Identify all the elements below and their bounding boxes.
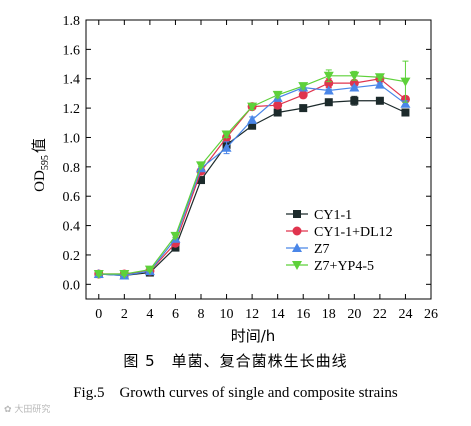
y-tick-label: 0.6 [63, 190, 81, 205]
x-tick-label: 22 [373, 307, 387, 322]
legend-item: Z7+YP4-5 [286, 259, 374, 274]
data-point [374, 79, 385, 89]
data-point [196, 161, 206, 171]
watermark-logo: ✿ 大田研究 [4, 405, 51, 415]
y-tick-label: 0.0 [63, 278, 81, 293]
x-tick-label: 6 [172, 307, 179, 322]
y-tick-label: 1.8 [63, 14, 81, 29]
legend-label: Z7+YP4-5 [314, 259, 374, 274]
data-point [298, 82, 309, 92]
data-point [349, 71, 360, 81]
legend-label: Z7 [314, 242, 330, 257]
series-z7-yp4-5 [93, 60, 411, 280]
y-tick-label: 0.2 [63, 249, 81, 264]
legend-label: CY1-1+DL12 [314, 225, 393, 240]
data-point [298, 90, 308, 100]
x-tick-label: 20 [347, 307, 361, 322]
data-point [323, 85, 334, 95]
y-tick-label: 1.4 [63, 73, 81, 88]
chart-legend: CY1-1 CY1-1+DL12 Z7 Z7+YP4-5 [286, 208, 393, 274]
data-point [272, 90, 283, 100]
x-axis-label: 时间/h [231, 327, 276, 345]
growth-curve-chart: 0 2 4 6 8 10 12 14 16 18 20 22 24 260.00.20.40.60.81.… [30, 14, 439, 345]
figure-caption-english: Fig.5 Growth curves of single and compos… [73, 385, 398, 401]
legend-marker [292, 226, 302, 236]
chart-series-layer [93, 60, 411, 280]
data-point [170, 231, 181, 241]
x-tick-label: 16 [296, 307, 310, 322]
x-tick-label: 24 [398, 307, 412, 322]
legend-marker [293, 210, 301, 218]
data-point [324, 78, 334, 88]
y-tick-label: 1.2 [63, 102, 81, 117]
data-point [221, 142, 232, 152]
data-point [93, 270, 104, 280]
legend-item: CY1-1+DL12 [286, 225, 393, 240]
x-tick-label: 4 [146, 307, 153, 322]
data-point [400, 77, 411, 87]
data-point [375, 96, 384, 105]
data-point [400, 98, 411, 108]
x-tick-label: 8 [198, 307, 205, 322]
data-point [374, 73, 385, 83]
figure-caption-chinese: 图 5 单菌、复合菌株生长曲线 [123, 352, 348, 370]
data-point [247, 102, 258, 112]
y-tick-label: 1.6 [63, 43, 81, 58]
data-point [119, 270, 130, 280]
data-point [324, 98, 333, 107]
plot-frame [85, 19, 432, 300]
legend-item: Z7 [286, 242, 330, 257]
chart-axes: 0 2 4 6 8 10 12 14 16 18 20 22 24 260.00.20.40.60.81.… [63, 14, 439, 322]
data-point [221, 130, 232, 140]
data-point [350, 96, 359, 105]
series-line [98, 83, 406, 277]
data-point [247, 114, 258, 124]
x-tick-label: 12 [245, 307, 259, 322]
y-tick-label: 0.4 [63, 220, 81, 235]
x-tick-label: 10 [220, 307, 234, 322]
legend-item: CY1-1 [286, 208, 352, 223]
data-point [349, 82, 360, 92]
data-point [273, 100, 283, 110]
data-point [197, 176, 205, 185]
data-point [323, 71, 334, 81]
data-point [273, 108, 282, 117]
data-point [299, 104, 308, 113]
legend-marker [292, 243, 302, 252]
legend-marker [292, 261, 302, 270]
y-tick-label: 1.0 [63, 131, 81, 146]
data-point [144, 265, 155, 275]
x-tick-label: 14 [271, 307, 285, 322]
x-tick-label: 0 [95, 307, 102, 322]
y-axis-label: OD595值 [30, 138, 51, 192]
y-tick-label: 0.8 [63, 161, 81, 176]
data-point [401, 108, 410, 117]
data-point [248, 121, 257, 130]
x-tick-label: 2 [121, 307, 128, 322]
legend-label: CY1-1 [314, 208, 352, 223]
x-tick-label: 18 [322, 307, 336, 322]
x-tick-label: 26 [424, 307, 438, 322]
